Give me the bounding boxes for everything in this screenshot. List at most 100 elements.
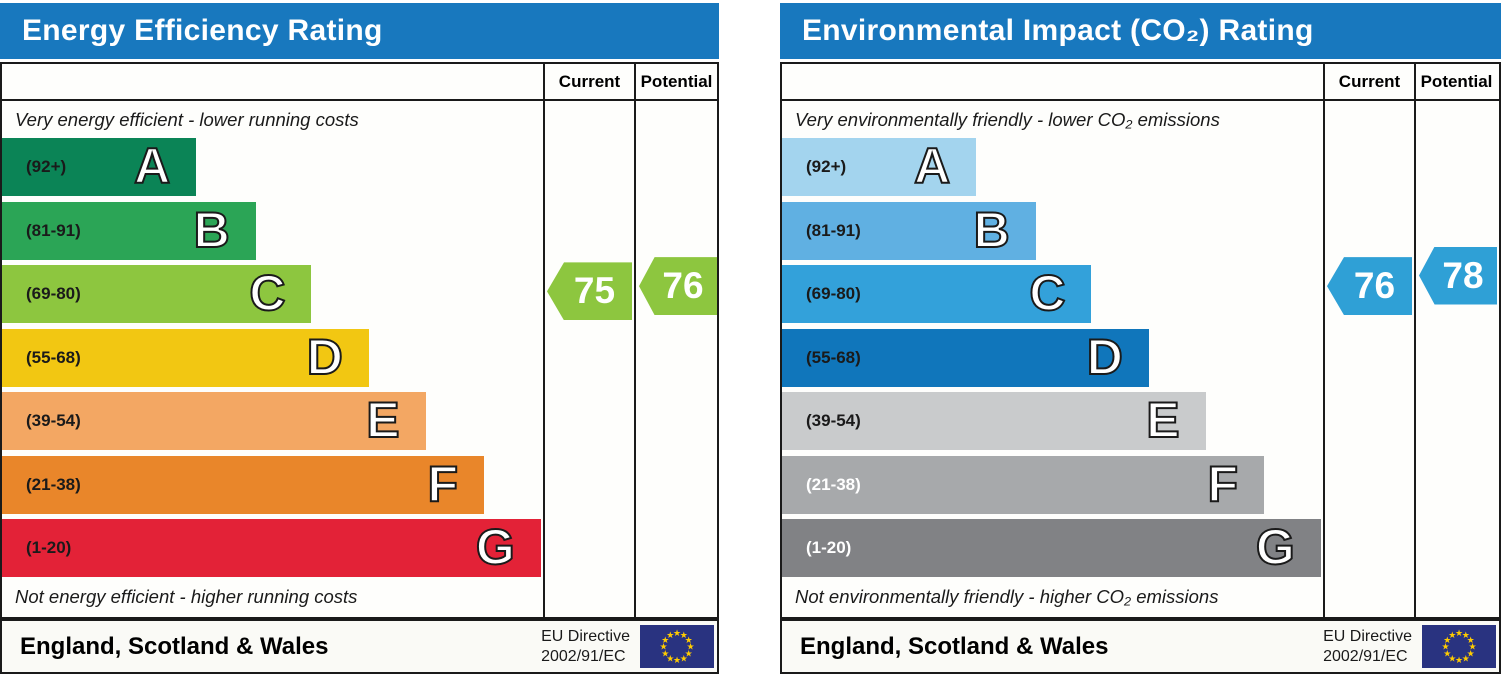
- column-divider: [543, 64, 545, 617]
- scale-top-caption: Very environmentally friendly - lower CO…: [795, 109, 1220, 130]
- chart-title: Energy Efficiency Rating: [22, 14, 383, 47]
- band-bar-d: (55-68) D: [782, 328, 1149, 387]
- eu-flag-star: ★: [659, 642, 667, 652]
- band-letter: B: [193, 201, 231, 258]
- band-row-a: (92+) A: [2, 138, 543, 196]
- band-letter: C: [1028, 265, 1066, 321]
- eu-flag-star: ★: [1462, 630, 1470, 640]
- band-range-label: (1-20): [806, 538, 852, 557]
- band-letter: G: [1255, 519, 1296, 575]
- current-rating-arrow: 76: [1327, 257, 1412, 316]
- eu-directive-label: EU Directive 2002/91/EC: [1323, 627, 1412, 667]
- current-rating-arrow: 75: [547, 262, 632, 321]
- band-row-d: (55-68) D: [2, 328, 543, 387]
- eu-flag-star: ★: [680, 653, 688, 663]
- band-range-label: (92+): [26, 157, 67, 176]
- band-row-d: (55-68) D: [782, 328, 1323, 387]
- band-range-label: (81-91): [806, 220, 861, 240]
- band-bar-e: (39-54) E: [782, 392, 1206, 450]
- header-divider: [2, 99, 717, 101]
- band-letter: E: [1145, 392, 1180, 448]
- potential-rating-arrow: 78: [1419, 246, 1497, 305]
- band-row-g: (1-20) G: [782, 519, 1323, 577]
- potential-column-header: Potential: [640, 71, 713, 91]
- band-row-e: (39-54) E: [2, 392, 543, 450]
- rating-table: Current Potential Very environmentally f…: [780, 62, 1501, 619]
- chart-title-bar: Environmental Impact (CO₂) Rating: [780, 3, 1501, 59]
- band-letter: D: [306, 328, 344, 385]
- energy-efficiency-rating-chart: Energy Efficiency Rating Current Potenti…: [0, 0, 719, 675]
- eu-flag-star: ★: [1467, 635, 1475, 645]
- eu-flag-star: ★: [1467, 648, 1475, 658]
- band-row-e: (39-54) E: [782, 392, 1323, 450]
- column-divider: [634, 64, 636, 617]
- eu-flag-star: ★: [673, 628, 681, 638]
- current-column-header: Current: [558, 71, 621, 91]
- band-bar-c: (69-80) C: [2, 265, 312, 323]
- band-letter: D: [1086, 328, 1124, 385]
- eu-flag-star: ★: [686, 642, 694, 652]
- eu-flag-star: ★: [685, 635, 693, 645]
- band-range-label: (39-54): [26, 411, 81, 430]
- eu-flag-star: ★: [1455, 628, 1463, 638]
- band-letter: A: [913, 138, 951, 194]
- eu-directive-line2: 2002/91/EC: [1323, 647, 1408, 665]
- eu-flag-star: ★: [661, 648, 669, 658]
- band-range-label: (39-54): [806, 411, 861, 430]
- eu-flag-star: ★: [1462, 653, 1470, 663]
- scale-bottom-caption: Not energy efficient - higher running co…: [15, 586, 358, 607]
- region-label: England, Scotland & Wales: [800, 632, 1109, 660]
- band-letter: F: [426, 455, 459, 512]
- band-range-label: (81-91): [26, 220, 81, 240]
- eu-flag-star: ★: [680, 630, 688, 640]
- band-bar-b: (81-91) B: [2, 201, 256, 260]
- band-range-label: (92+): [806, 157, 847, 176]
- eu-flag-star: ★: [1443, 635, 1451, 645]
- band-row-c: (69-80) C: [782, 265, 1323, 323]
- band-bar-e: (39-54) E: [2, 392, 426, 450]
- eu-flag-star: ★: [673, 655, 681, 665]
- environmental-impact-rating-chart: Environmental Impact (CO₂) Rating Curren…: [780, 0, 1501, 675]
- band-row-g: (1-20) G: [2, 519, 543, 577]
- band-letter: C: [248, 265, 286, 321]
- eu-directive-line2: 2002/91/EC: [541, 647, 626, 665]
- region-label: England, Scotland & Wales: [20, 632, 329, 660]
- band-bar-f: (21-38) F: [2, 455, 485, 514]
- chart-title: Environmental Impact (CO₂) Rating: [802, 14, 1314, 47]
- scale-bottom-caption: Not environmentally friendly - higher CO…: [795, 586, 1219, 607]
- eu-directive-label: EU Directive 2002/91/EC: [541, 627, 630, 667]
- eu-flag-star: ★: [1441, 642, 1449, 652]
- band-bar-b: (81-91) B: [782, 201, 1036, 260]
- rating-bands: (92+) A (81-91) B (69-80) C (55-68) D (39-54) E (2…: [2, 138, 543, 583]
- rating-table: Current Potential Very energy efficient …: [0, 62, 719, 619]
- eu-flag-star: ★: [1455, 655, 1463, 665]
- column-divider: [1414, 64, 1416, 617]
- potential-rating-arrow: 76: [639, 257, 717, 316]
- band-letter: G: [475, 519, 516, 575]
- band-row-a: (92+) A: [782, 138, 1323, 196]
- chart-footer: England, Scotland & Wales EU Directive 2…: [0, 619, 719, 674]
- band-row-c: (69-80) C: [2, 265, 543, 323]
- chart-footer: England, Scotland & Wales EU Directive 2…: [780, 619, 1501, 674]
- header-divider: [782, 99, 1499, 101]
- eu-flag-star: ★: [1448, 653, 1456, 663]
- column-divider: [1323, 64, 1325, 617]
- rating-bands: (92+) A (81-91) B (69-80) C (55-68) D (39-54) E (2…: [782, 138, 1323, 583]
- band-letter: B: [973, 201, 1011, 258]
- eu-flag-star: ★: [1448, 630, 1456, 640]
- eu-flag-icon: ★★★★★★★★★★★★: [640, 625, 714, 668]
- band-bar-a: (92+) A: [782, 138, 977, 196]
- band-bar-c: (69-80) C: [782, 265, 1092, 323]
- eu-flag-star: ★: [661, 635, 669, 645]
- band-range-label: (69-80): [26, 284, 81, 303]
- band-row-b: (81-91) B: [2, 201, 543, 260]
- eu-flag-star: ★: [666, 653, 674, 663]
- band-row-f: (21-38) F: [782, 455, 1323, 514]
- band-range-label: (55-68): [26, 347, 81, 367]
- band-bar-a: (92+) A: [2, 138, 197, 196]
- scale-top-caption: Very energy efficient - lower running co…: [15, 109, 359, 130]
- band-letter: F: [1206, 455, 1239, 512]
- band-letter: E: [365, 392, 400, 448]
- band-bar-d: (55-68) D: [2, 328, 369, 387]
- band-bar-g: (1-20) G: [782, 519, 1321, 577]
